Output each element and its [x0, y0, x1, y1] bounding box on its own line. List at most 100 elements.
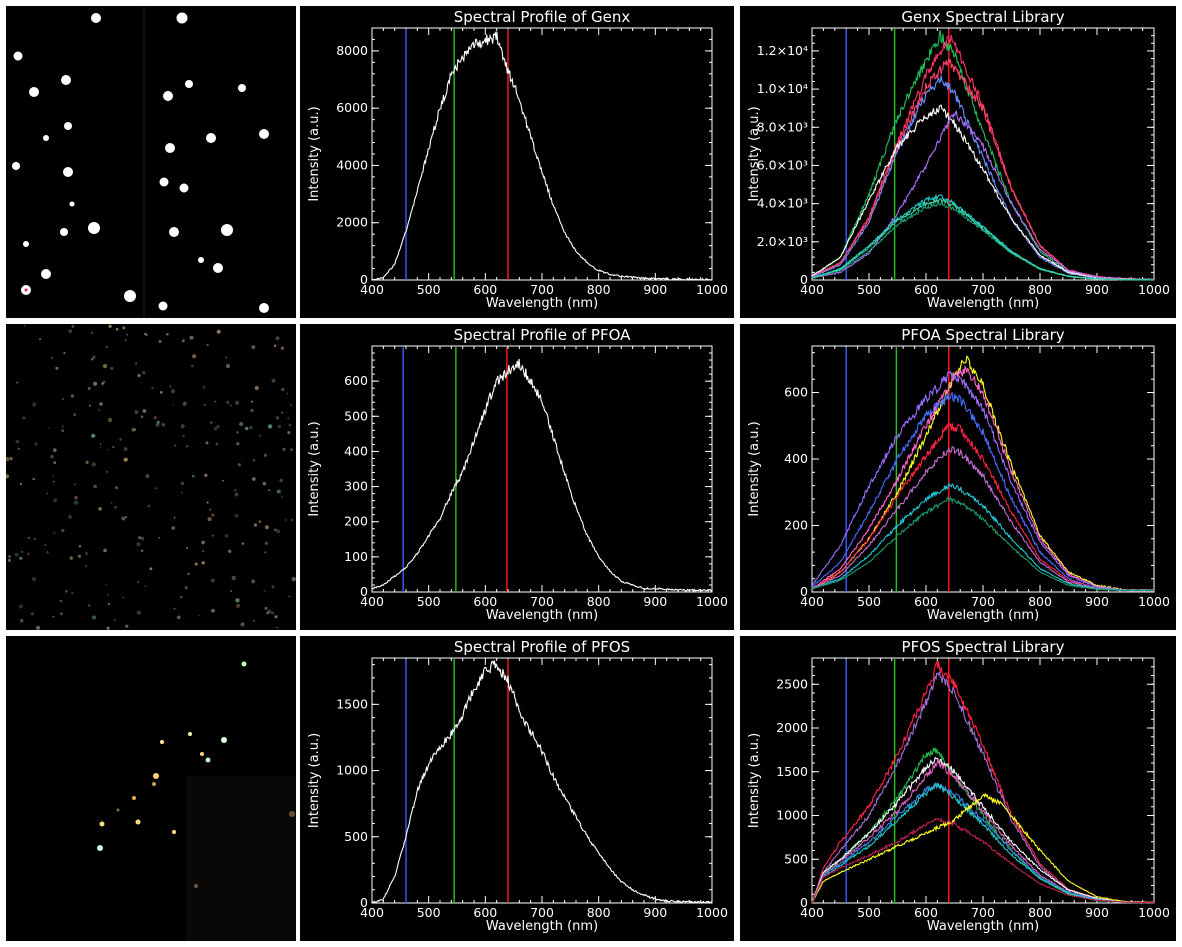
y-tick-label: 1.2×10⁴ — [757, 43, 808, 58]
speckle — [213, 426, 218, 431]
speckle — [231, 575, 236, 581]
chart-genx-library-svg: Genx Spectral Library 400 500 600 700 800 900 1… — [747, 8, 1170, 311]
y-tick-label: 8.0×10³ — [757, 119, 808, 134]
speckle — [65, 590, 68, 593]
x-axis-label: Wavelength (nm) — [927, 608, 1039, 623]
speckle — [202, 550, 205, 553]
speckle — [158, 339, 162, 344]
speckle — [137, 581, 140, 584]
speckle — [241, 542, 245, 545]
y-tick-label: 400 — [784, 451, 808, 466]
speckle — [21, 550, 24, 553]
x-tick-label: 800 — [1028, 594, 1052, 609]
speckle — [147, 504, 151, 508]
speckle — [161, 423, 166, 427]
x-tick-label: 600 — [914, 282, 938, 297]
speckle — [61, 429, 65, 433]
speckle — [252, 459, 256, 462]
series-line — [811, 355, 1155, 593]
y-tick-label: 1000 — [336, 763, 368, 778]
speckle — [190, 364, 194, 368]
speckle — [140, 415, 144, 418]
speckle — [88, 404, 92, 407]
x-tick-label: 500 — [417, 282, 441, 297]
speckle — [33, 537, 37, 541]
x-tick-label: 500 — [857, 594, 881, 609]
speckle — [191, 474, 195, 478]
speckle — [99, 402, 103, 406]
speckle — [15, 439, 20, 444]
speckle — [44, 544, 47, 547]
speckle — [274, 528, 277, 532]
speckle — [276, 626, 279, 629]
speckle — [201, 561, 205, 565]
speckle — [84, 551, 89, 556]
speckle — [27, 536, 30, 539]
speckle — [235, 598, 240, 603]
speckle — [39, 338, 42, 341]
x-tick-label: 800 — [587, 594, 611, 609]
speckle — [61, 425, 64, 428]
y-tick-label: 500 — [344, 829, 368, 844]
speckle — [262, 482, 266, 486]
speckle — [93, 484, 97, 489]
speckle — [159, 390, 163, 394]
x-tick-label: 1000 — [696, 594, 728, 609]
speckle — [263, 589, 266, 592]
speckle — [216, 424, 220, 429]
speckle — [173, 607, 176, 610]
speckle — [149, 567, 153, 571]
speckle — [171, 526, 176, 530]
speckle — [234, 489, 237, 492]
speckle — [106, 448, 109, 451]
speckle — [224, 533, 229, 538]
speckle — [121, 516, 126, 521]
speckle — [142, 409, 147, 413]
speckle — [185, 546, 189, 550]
speckle — [271, 378, 276, 383]
y-tick-label: 1.0×10⁴ — [757, 81, 808, 96]
speckle — [137, 373, 141, 378]
speckle — [35, 625, 41, 630]
speckle — [107, 602, 111, 606]
speckle — [114, 505, 117, 509]
speckle — [202, 386, 206, 389]
speckle — [264, 606, 268, 610]
x-tick-label: 800 — [1028, 282, 1052, 297]
speckle — [138, 536, 142, 539]
speckle — [136, 610, 141, 615]
speckle — [288, 595, 291, 598]
speckle — [204, 473, 208, 477]
speckle — [184, 586, 188, 590]
y-tick-label: 200 — [344, 514, 368, 529]
speckle — [176, 615, 181, 620]
speckle — [263, 453, 268, 457]
speckle — [140, 536, 145, 541]
y-tick-label: 0 — [800, 584, 808, 599]
speckle — [52, 475, 55, 477]
speckle — [271, 585, 275, 589]
speckle — [187, 572, 190, 576]
x-tick-label: 600 — [473, 905, 497, 920]
speckle — [52, 480, 55, 483]
speckle — [236, 431, 239, 434]
x-tick-label: 500 — [417, 594, 441, 609]
speckle — [110, 501, 113, 504]
speckle — [14, 553, 19, 557]
series-line — [811, 364, 1155, 592]
speckle — [211, 534, 214, 537]
y-axis-label: Intensity (a.u.) — [307, 733, 322, 828]
y-tick-label: 0 — [800, 272, 808, 287]
y-tick-label: 500 — [784, 851, 808, 866]
speckle — [106, 626, 110, 630]
series-line — [811, 792, 1155, 904]
speckle — [74, 496, 78, 500]
speckle — [240, 622, 245, 627]
chart-pfoa-library-svg: PFOA Spectral Library 400 500 600 700 800 900 1… — [747, 326, 1170, 623]
speckle — [250, 408, 254, 413]
speckle — [53, 498, 58, 503]
speckle — [182, 434, 186, 437]
y-axis-label: Intensity (a.u.) — [307, 421, 322, 516]
speckle — [172, 404, 175, 406]
plot-frame — [371, 27, 713, 281]
